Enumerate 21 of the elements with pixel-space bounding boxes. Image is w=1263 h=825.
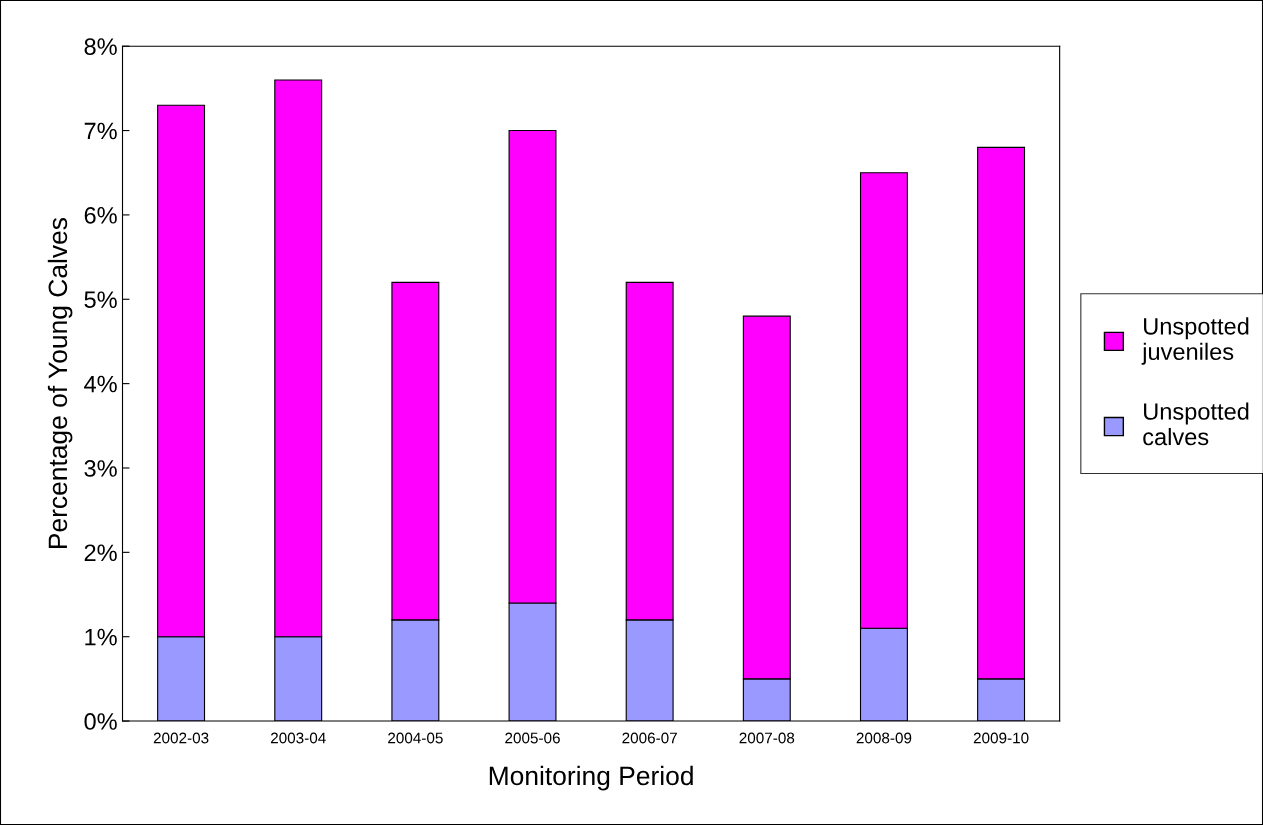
x-tick-label: 2005-06 [505,732,560,744]
x-tick-label: 2008-09 [856,732,912,744]
y-tick-label: 4% [84,375,117,393]
y-tick-label: 5% [84,291,117,309]
y-tick-label: 3% [84,460,117,477]
y-tick-label: 2% [84,544,117,562]
x-tick-label: 2003-04 [270,732,326,744]
x-tick-label: 2006-07 [622,732,677,744]
y-tick-label: 8% [84,38,117,55]
y-tick-label: 7% [84,122,117,140]
y-tick-label: 6% [84,206,117,224]
x-axis-title: Monitoring Period [489,765,693,791]
x-tick-label: 2004-05 [388,732,443,744]
y-tick-label: 1% [85,628,117,646]
x-tick-label: 2002-03 [153,732,209,744]
x-tick-label: 2007-08 [739,732,795,744]
legend-label: Unspotted calves [1143,402,1249,446]
y-tick-label: 0% [84,713,117,730]
y-axis-title: Percentage of Young Calves [47,218,73,548]
x-tick-label: 2009-10 [973,732,1029,744]
legend-label: Unspotted juveniles [1141,317,1249,365]
